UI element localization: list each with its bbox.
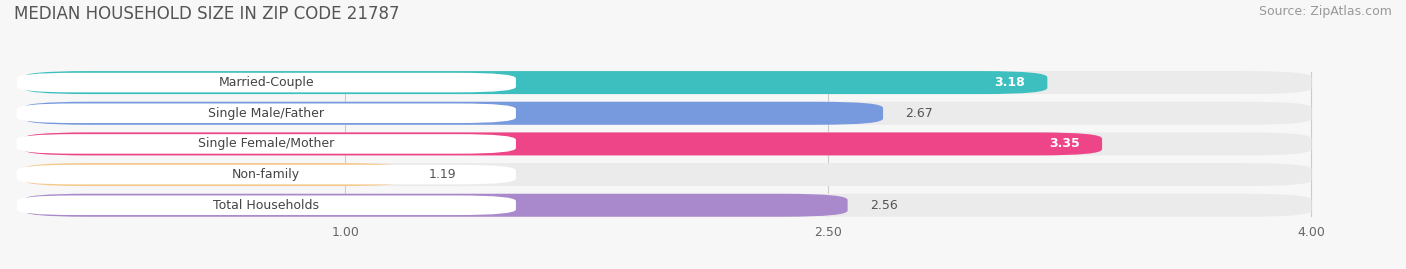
FancyBboxPatch shape xyxy=(17,73,516,92)
Text: 2.67: 2.67 xyxy=(905,107,934,120)
Text: Married-Couple: Married-Couple xyxy=(218,76,314,89)
FancyBboxPatch shape xyxy=(22,194,1312,217)
FancyBboxPatch shape xyxy=(22,132,1102,155)
FancyBboxPatch shape xyxy=(22,163,406,186)
FancyBboxPatch shape xyxy=(22,102,1312,125)
Text: 3.35: 3.35 xyxy=(1049,137,1080,150)
Text: 1.19: 1.19 xyxy=(429,168,457,181)
FancyBboxPatch shape xyxy=(17,196,516,215)
Text: Non-family: Non-family xyxy=(232,168,301,181)
Text: Total Households: Total Households xyxy=(214,199,319,212)
FancyBboxPatch shape xyxy=(22,71,1312,94)
FancyBboxPatch shape xyxy=(22,194,848,217)
Text: Single Female/Mother: Single Female/Mother xyxy=(198,137,335,150)
Text: 2.56: 2.56 xyxy=(870,199,898,212)
FancyBboxPatch shape xyxy=(22,163,1312,186)
FancyBboxPatch shape xyxy=(22,71,1047,94)
Text: Source: ZipAtlas.com: Source: ZipAtlas.com xyxy=(1258,5,1392,18)
Text: 3.18: 3.18 xyxy=(994,76,1025,89)
FancyBboxPatch shape xyxy=(17,104,516,123)
Text: Single Male/Father: Single Male/Father xyxy=(208,107,325,120)
FancyBboxPatch shape xyxy=(22,102,883,125)
Text: MEDIAN HOUSEHOLD SIZE IN ZIP CODE 21787: MEDIAN HOUSEHOLD SIZE IN ZIP CODE 21787 xyxy=(14,5,399,23)
FancyBboxPatch shape xyxy=(22,132,1312,155)
FancyBboxPatch shape xyxy=(17,165,516,184)
FancyBboxPatch shape xyxy=(17,134,516,154)
